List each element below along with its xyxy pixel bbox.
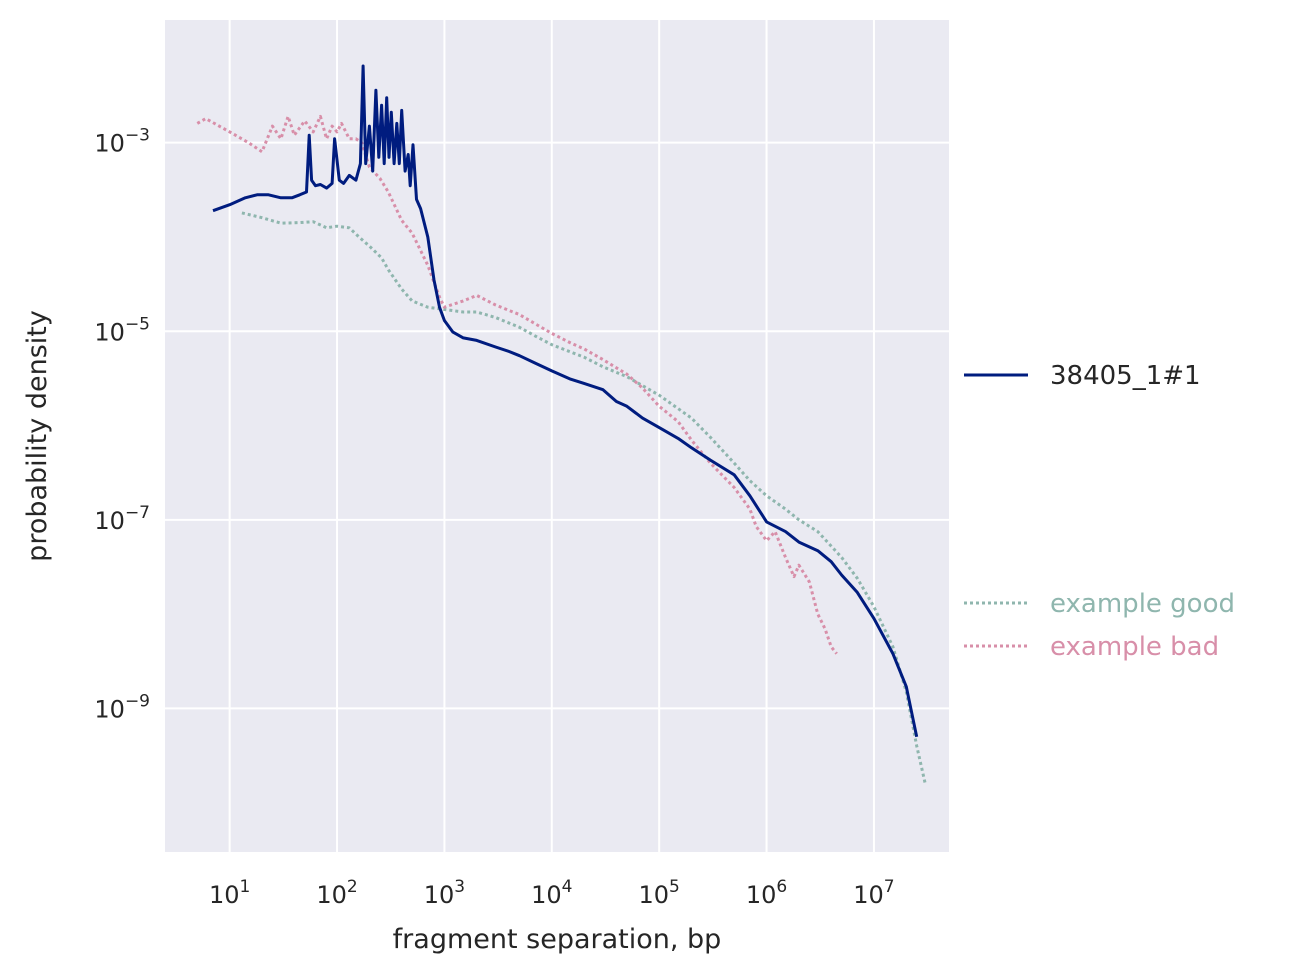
- y-tick-label: 10−9: [94, 691, 150, 723]
- y-tick-label: 10−3: [94, 126, 150, 158]
- x-tick-label: 102: [316, 877, 357, 909]
- x-tick-label: 104: [531, 877, 572, 909]
- series-line-0: [212, 64, 919, 738]
- x-axis-ticks: 101 102 103 104 105 106 107: [209, 877, 895, 909]
- legend-label-0: 38405_1#1: [1050, 361, 1201, 391]
- y-tick-label: 10−7: [94, 503, 150, 535]
- x-tick-label: 107: [853, 877, 894, 909]
- series-line-2: [196, 114, 838, 655]
- plot-area: [165, 20, 949, 852]
- legend-label-1: example good: [1050, 589, 1235, 619]
- legend-label-2: example bad: [1050, 632, 1219, 662]
- y-axis-ticks: 10−3 10−5 10−7 10−9: [94, 126, 150, 724]
- x-axis-label: fragment separation, bp: [393, 924, 722, 955]
- series-layer: [196, 64, 927, 784]
- x-tick-label: 106: [746, 877, 787, 909]
- y-axis-label: probability density: [22, 310, 53, 562]
- series-line-1: [241, 211, 927, 784]
- y-tick-label: 10−5: [94, 314, 150, 346]
- x-tick-label: 103: [424, 877, 465, 909]
- x-tick-label: 101: [209, 877, 250, 909]
- x-tick-label: 105: [638, 877, 679, 909]
